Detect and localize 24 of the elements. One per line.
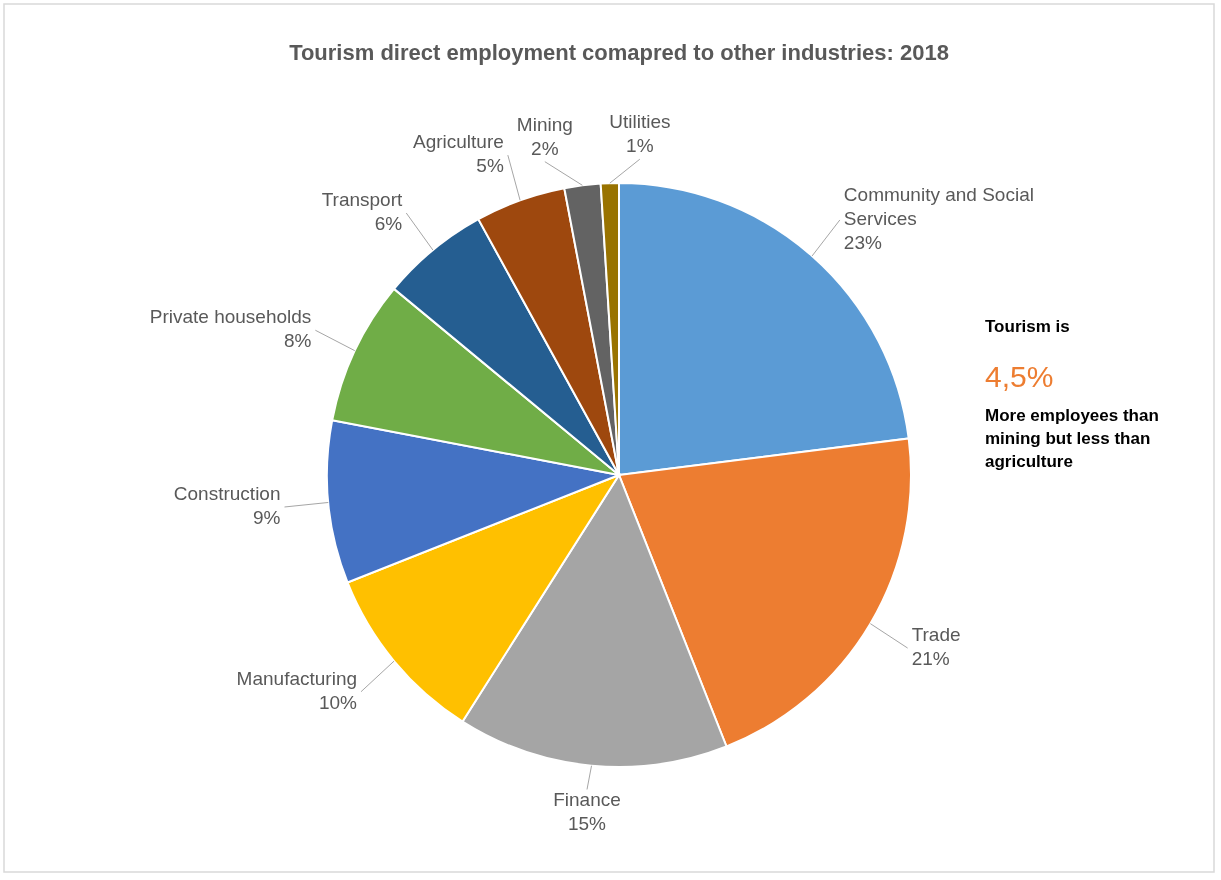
data-label: 8% (283, 330, 312, 352)
slice-label: Community and Social Services (843, 183, 1034, 229)
data-label: 9% (253, 507, 281, 528)
data-label: 23% (843, 231, 882, 253)
slice-label: Construction (173, 483, 281, 504)
text: More employees than mining but less than agriculture (985, 406, 1159, 471)
slice-label: Trade (911, 624, 961, 646)
data-label: 1% (626, 135, 654, 157)
data-label: 21% (911, 648, 950, 670)
data-label: 6% (374, 213, 403, 235)
text: Tourism is (985, 317, 1070, 336)
text: 4,5% (985, 360, 1054, 393)
slice-label: Transport (321, 189, 403, 211)
chart-title: Tourism direct employment comapred to other industries: 2018 (289, 40, 949, 65)
slice-label: Finance (553, 789, 621, 811)
slice-label: Manufacturing (236, 667, 358, 689)
slice-label: Utilities (609, 111, 671, 133)
data-label: 5% (476, 155, 504, 177)
slice-label: Agriculture (413, 131, 504, 153)
data-label: 10% (318, 691, 358, 713)
data-label: 2% (531, 137, 559, 159)
data-label: 15% (567, 813, 607, 835)
slice-label: Private households (149, 306, 312, 328)
slice-label: Mining (516, 113, 573, 135)
